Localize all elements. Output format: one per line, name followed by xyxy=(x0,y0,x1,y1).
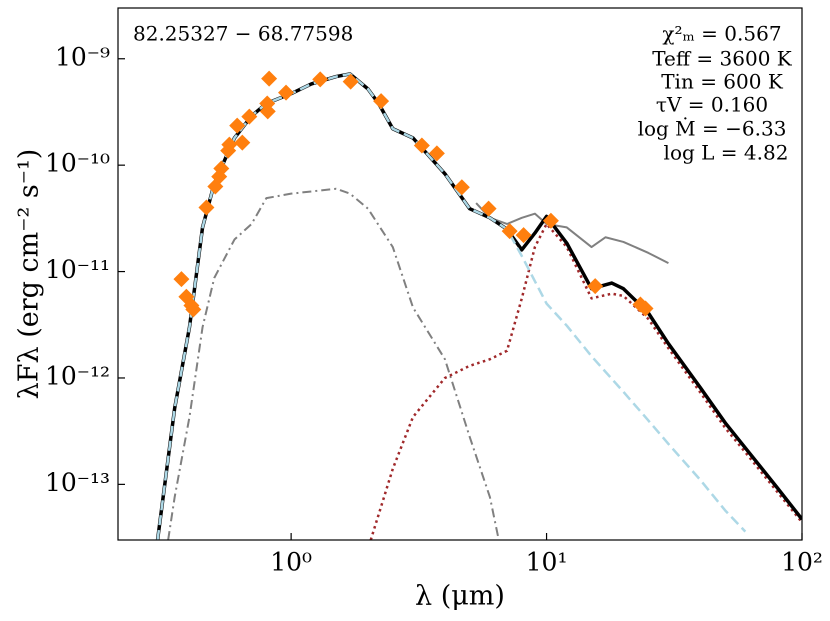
data-point xyxy=(241,108,258,125)
annotation: χ²ₘ = 0.567 xyxy=(662,22,781,46)
plot-frame xyxy=(117,7,803,541)
model-line xyxy=(369,222,802,540)
data-point xyxy=(213,160,230,177)
y-tick-label: 10⁻¹⁰ xyxy=(45,149,110,178)
y-tick-label: 10⁻¹² xyxy=(45,361,110,390)
data-point xyxy=(587,278,604,295)
data-point xyxy=(259,103,276,120)
data-point xyxy=(185,301,202,318)
plot-area xyxy=(155,70,802,540)
data-point xyxy=(221,136,238,153)
x-tick-label: 10¹ xyxy=(526,548,568,577)
data-point xyxy=(234,134,251,151)
x-axis-label: λ (μm) xyxy=(415,581,505,612)
y-tick-label: 10⁻⁹ xyxy=(55,42,110,71)
data-point xyxy=(501,223,518,240)
data-point xyxy=(312,71,329,88)
data-point xyxy=(515,227,532,244)
data-point xyxy=(542,212,559,229)
object-id: 82.25327 − 68.77598 xyxy=(133,22,353,46)
y-tick-label: 10⁻¹³ xyxy=(45,468,110,497)
data-point xyxy=(428,145,445,162)
data-point xyxy=(342,73,359,90)
data-point xyxy=(261,70,278,87)
model-line xyxy=(475,202,669,265)
data-point xyxy=(198,199,215,216)
data-point xyxy=(480,200,497,217)
data-point xyxy=(278,84,295,101)
annotation: Teff = 3600 K xyxy=(652,47,793,71)
data-point xyxy=(413,137,430,154)
x-tick-label: 10² xyxy=(781,548,823,577)
y-tick-label: 10⁻¹¹ xyxy=(45,255,110,284)
x-tick-label: 10⁰ xyxy=(270,548,312,577)
data-point xyxy=(453,179,470,196)
y-axis-label: λFλ (erg cm⁻² s⁻¹) xyxy=(14,149,45,400)
data-point xyxy=(637,300,654,317)
model-line xyxy=(167,187,500,540)
data-point xyxy=(229,117,246,134)
annotation: log Ṁ = −6.33 xyxy=(638,117,787,141)
annotation: τV = 0.160 xyxy=(656,93,768,117)
annotation: log L = 4.82 xyxy=(664,141,789,165)
data-point xyxy=(173,271,190,288)
annotation: Tin = 600 K xyxy=(661,70,784,94)
model-line xyxy=(156,72,747,540)
data-point xyxy=(373,93,390,110)
